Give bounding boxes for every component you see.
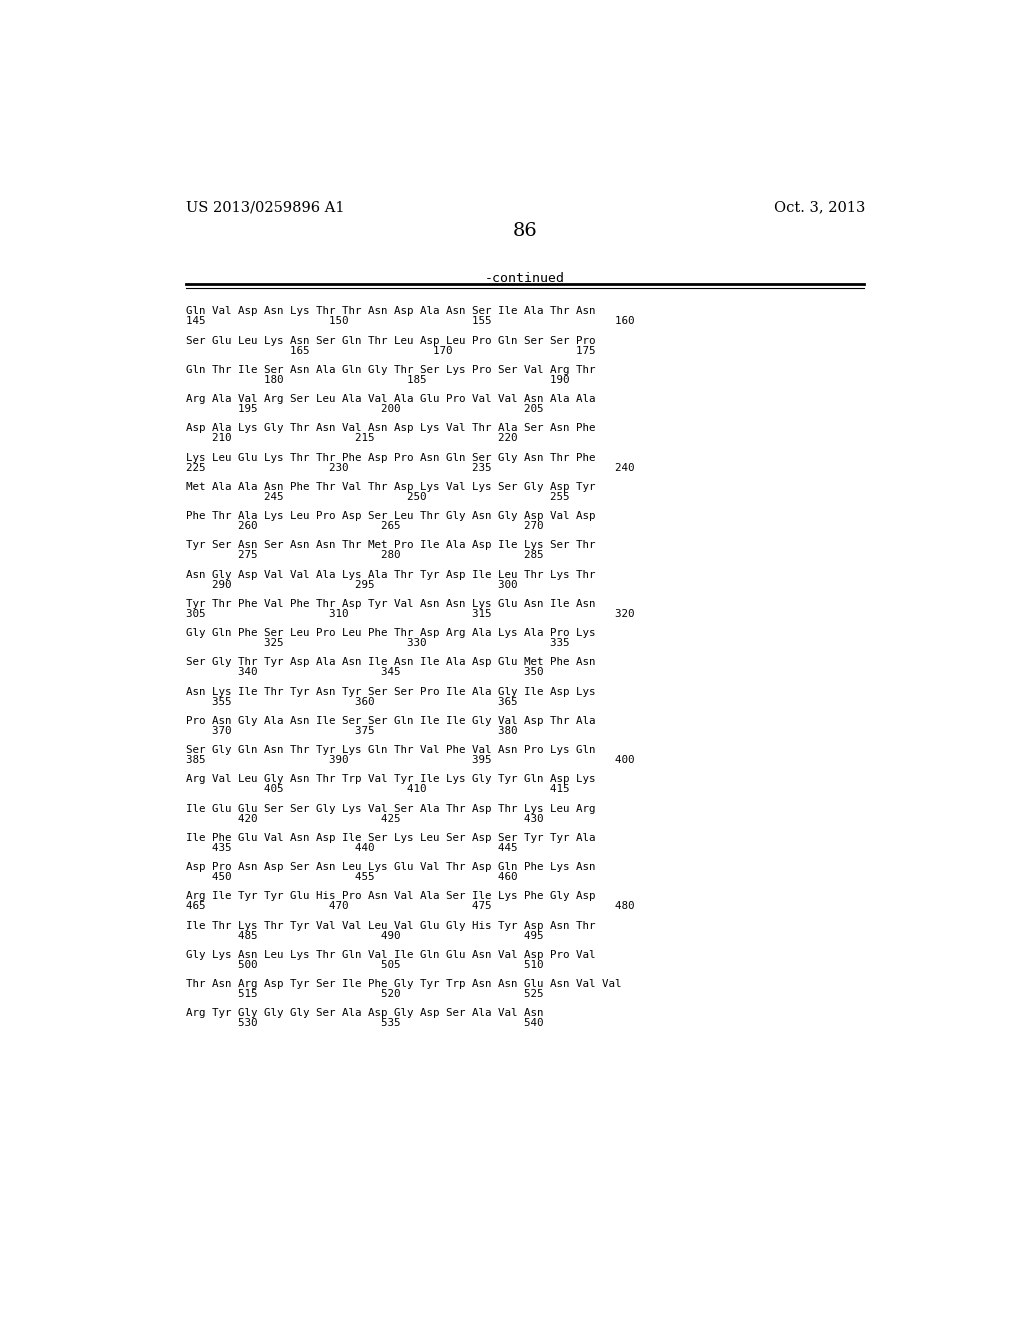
Text: Thr Asn Arg Asp Tyr Ser Ile Phe Gly Tyr Trp Asn Asn Glu Asn Val Val: Thr Asn Arg Asp Tyr Ser Ile Phe Gly Tyr … <box>186 979 622 989</box>
Text: Lys Leu Glu Lys Thr Thr Phe Asp Pro Asn Gln Ser Gly Asn Thr Phe: Lys Leu Glu Lys Thr Thr Phe Asp Pro Asn … <box>186 453 596 462</box>
Text: Asp Pro Asn Asp Ser Asn Leu Lys Glu Val Thr Asp Gln Phe Lys Asn: Asp Pro Asn Asp Ser Asn Leu Lys Glu Val … <box>186 862 596 873</box>
Text: 195                   200                   205: 195 200 205 <box>186 404 544 414</box>
Text: 290                   295                   300: 290 295 300 <box>186 579 517 590</box>
Text: 420                   425                   430: 420 425 430 <box>186 813 544 824</box>
Text: 500                   505                   510: 500 505 510 <box>186 960 544 970</box>
Text: 450                   455                   460: 450 455 460 <box>186 873 517 882</box>
Text: Ile Phe Glu Val Asn Asp Ile Ser Lys Leu Ser Asp Ser Tyr Tyr Ala: Ile Phe Glu Val Asn Asp Ile Ser Lys Leu … <box>186 833 596 843</box>
Text: 86: 86 <box>512 222 538 239</box>
Text: 275                   280                   285: 275 280 285 <box>186 550 544 560</box>
Text: 180                   185                   190: 180 185 190 <box>186 375 569 384</box>
Text: Arg Ala Val Arg Ser Leu Ala Val Ala Glu Pro Val Val Asn Ala Ala: Arg Ala Val Arg Ser Leu Ala Val Ala Glu … <box>186 395 596 404</box>
Text: Ile Thr Lys Thr Tyr Val Val Leu Val Glu Gly His Tyr Asp Asn Thr: Ile Thr Lys Thr Tyr Val Val Leu Val Glu … <box>186 921 596 931</box>
Text: Ser Glu Leu Lys Asn Ser Gln Thr Leu Asp Leu Pro Gln Ser Ser Pro: Ser Glu Leu Lys Asn Ser Gln Thr Leu Asp … <box>186 335 596 346</box>
Text: 145                   150                   155                   160: 145 150 155 160 <box>186 317 635 326</box>
Text: Ser Gly Gln Asn Thr Tyr Lys Gln Thr Val Phe Val Asn Pro Lys Gln: Ser Gly Gln Asn Thr Tyr Lys Gln Thr Val … <box>186 744 596 755</box>
Text: 405                   410                   415: 405 410 415 <box>186 784 569 795</box>
Text: 370                   375                   380: 370 375 380 <box>186 726 517 735</box>
Text: 305                   310                   315                   320: 305 310 315 320 <box>186 609 635 619</box>
Text: Met Ala Ala Asn Phe Thr Val Thr Asp Lys Val Lys Ser Gly Asp Tyr: Met Ala Ala Asn Phe Thr Val Thr Asp Lys … <box>186 482 596 492</box>
Text: 225                   230                   235                   240: 225 230 235 240 <box>186 462 635 473</box>
Text: Asn Gly Asp Val Val Ala Lys Ala Thr Tyr Asp Ile Leu Thr Lys Thr: Asn Gly Asp Val Val Ala Lys Ala Thr Tyr … <box>186 570 596 579</box>
Text: 485                   490                   495: 485 490 495 <box>186 931 544 941</box>
Text: US 2013/0259896 A1: US 2013/0259896 A1 <box>186 201 345 215</box>
Text: 325                   330                   335: 325 330 335 <box>186 638 569 648</box>
Text: Ser Gly Thr Tyr Asp Ala Asn Ile Asn Ile Ala Asp Glu Met Phe Asn: Ser Gly Thr Tyr Asp Ala Asn Ile Asn Ile … <box>186 657 596 668</box>
Text: 385                   390                   395                   400: 385 390 395 400 <box>186 755 635 766</box>
Text: Asp Ala Lys Gly Thr Asn Val Asn Asp Lys Val Thr Ala Ser Asn Phe: Asp Ala Lys Gly Thr Asn Val Asn Asp Lys … <box>186 424 596 433</box>
Text: 340                   345                   350: 340 345 350 <box>186 668 544 677</box>
Text: Gln Thr Ile Ser Asn Ala Gln Gly Thr Ser Lys Pro Ser Val Arg Thr: Gln Thr Ile Ser Asn Ala Gln Gly Thr Ser … <box>186 364 596 375</box>
Text: Arg Val Leu Gly Asn Thr Trp Val Tyr Ile Lys Gly Tyr Gln Asp Lys: Arg Val Leu Gly Asn Thr Trp Val Tyr Ile … <box>186 775 596 784</box>
Text: Arg Tyr Gly Gly Gly Ser Ala Asp Gly Asp Ser Ala Val Asn: Arg Tyr Gly Gly Gly Ser Ala Asp Gly Asp … <box>186 1008 544 1019</box>
Text: Gly Lys Asn Leu Lys Thr Gln Val Ile Gln Glu Asn Val Asp Pro Val: Gly Lys Asn Leu Lys Thr Gln Val Ile Gln … <box>186 950 596 960</box>
Text: 165                   170                   175: 165 170 175 <box>186 346 596 355</box>
Text: 245                   250                   255: 245 250 255 <box>186 492 569 502</box>
Text: 530                   535                   540: 530 535 540 <box>186 1019 544 1028</box>
Text: -continued: -continued <box>484 272 565 285</box>
Text: 515                   520                   525: 515 520 525 <box>186 989 544 999</box>
Text: Tyr Thr Phe Val Phe Thr Asp Tyr Val Asn Asn Lys Glu Asn Ile Asn: Tyr Thr Phe Val Phe Thr Asp Tyr Val Asn … <box>186 599 596 609</box>
Text: 465                   470                   475                   480: 465 470 475 480 <box>186 902 635 911</box>
Text: Arg Ile Tyr Tyr Glu His Pro Asn Val Ala Ser Ile Lys Phe Gly Asp: Arg Ile Tyr Tyr Glu His Pro Asn Val Ala … <box>186 891 596 902</box>
Text: Tyr Ser Asn Ser Asn Asn Thr Met Pro Ile Ala Asp Ile Lys Ser Thr: Tyr Ser Asn Ser Asn Asn Thr Met Pro Ile … <box>186 540 596 550</box>
Text: Phe Thr Ala Lys Leu Pro Asp Ser Leu Thr Gly Asn Gly Asp Val Asp: Phe Thr Ala Lys Leu Pro Asp Ser Leu Thr … <box>186 511 596 521</box>
Text: Gly Gln Phe Ser Leu Pro Leu Phe Thr Asp Arg Ala Lys Ala Pro Lys: Gly Gln Phe Ser Leu Pro Leu Phe Thr Asp … <box>186 628 596 638</box>
Text: Asn Lys Ile Thr Tyr Asn Tyr Ser Ser Pro Ile Ala Gly Ile Asp Lys: Asn Lys Ile Thr Tyr Asn Tyr Ser Ser Pro … <box>186 686 596 697</box>
Text: Oct. 3, 2013: Oct. 3, 2013 <box>774 201 866 215</box>
Text: Pro Asn Gly Ala Asn Ile Ser Ser Gln Ile Ile Gly Val Asp Thr Ala: Pro Asn Gly Ala Asn Ile Ser Ser Gln Ile … <box>186 715 596 726</box>
Text: 260                   265                   270: 260 265 270 <box>186 521 544 531</box>
Text: 435                   440                   445: 435 440 445 <box>186 843 517 853</box>
Text: 355                   360                   365: 355 360 365 <box>186 697 517 706</box>
Text: Gln Val Asp Asn Lys Thr Thr Asn Asp Ala Asn Ser Ile Ala Thr Asn: Gln Val Asp Asn Lys Thr Thr Asn Asp Ala … <box>186 306 596 317</box>
Text: 210                   215                   220: 210 215 220 <box>186 433 517 444</box>
Text: Ile Glu Glu Ser Ser Gly Lys Val Ser Ala Thr Asp Thr Lys Leu Arg: Ile Glu Glu Ser Ser Gly Lys Val Ser Ala … <box>186 804 596 813</box>
